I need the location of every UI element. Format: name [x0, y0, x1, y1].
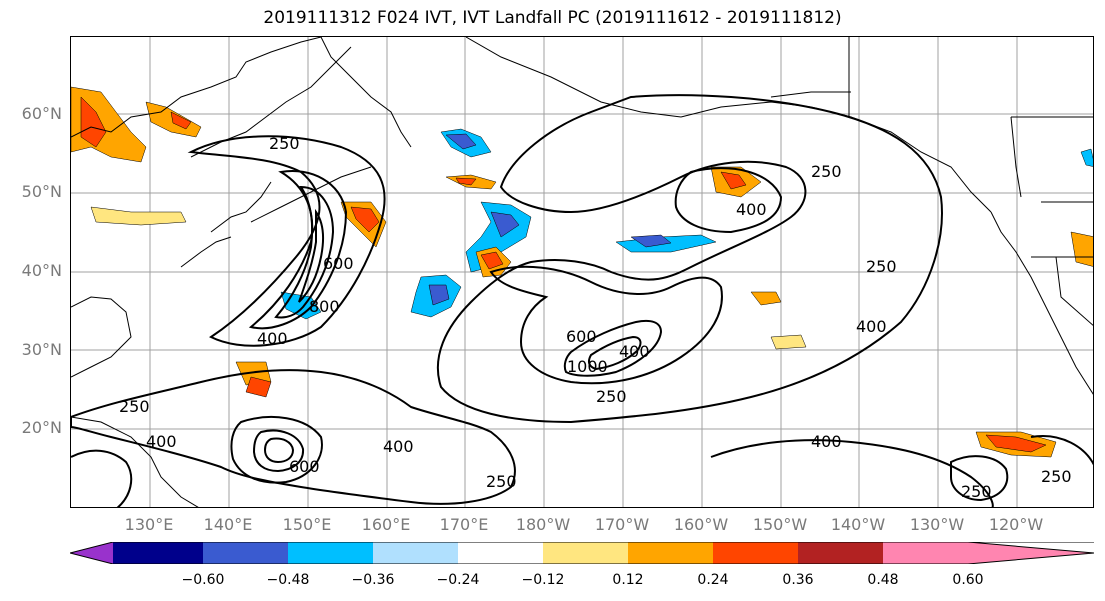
colorbar-segment — [458, 542, 543, 564]
contour-label: 400 — [257, 329, 288, 348]
colorbar-segment — [203, 542, 288, 564]
contour-label: 250 — [1041, 467, 1072, 486]
lat-label-40n: 40°N — [21, 261, 62, 280]
colorbar-segment — [373, 542, 458, 564]
colorbar-tick: −0.60 — [181, 572, 225, 588]
graticule — [71, 37, 1093, 507]
colorbar-tick: 0.12 — [612, 572, 644, 588]
contour-label: 400 — [619, 342, 650, 361]
contour-label: 250 — [866, 257, 897, 276]
lon-label-170w: 170°W — [594, 515, 650, 534]
lon-label-130e: 130°E — [124, 515, 174, 534]
colorbar-segment — [798, 542, 883, 564]
contour-label: 600 — [289, 457, 320, 476]
colorbar-segment — [543, 542, 628, 564]
contour-label: 1000 — [567, 357, 608, 376]
lon-label-120w: 120°W — [988, 515, 1044, 534]
contour-label: 400 — [856, 317, 887, 336]
map-title: 2019111312 F024 IVT, IVT Landfall PC (20… — [263, 8, 842, 28]
colorbar-segment — [628, 542, 713, 564]
lon-label-160e: 160°E — [361, 515, 411, 534]
contour-label-group: 250 250 250 250 250 250 250 250 400 400 … — [119, 134, 1072, 501]
contour-label: 250 — [961, 482, 992, 501]
contour-label: 600 — [566, 327, 597, 346]
contour-label: 250 — [486, 472, 517, 491]
colorbar-tick: 0.60 — [952, 572, 984, 588]
contour-label: 600 — [323, 254, 354, 273]
colorbar-segment — [288, 542, 373, 564]
lat-label-60n: 60°N — [21, 104, 62, 123]
colorbar-tick: 0.36 — [782, 572, 814, 588]
colorbar-extend-high — [968, 542, 1094, 564]
contour-label: 250 — [596, 387, 627, 406]
colorbar — [70, 542, 1094, 564]
lon-label-150w: 150°W — [752, 515, 808, 534]
contour-label: 400 — [383, 437, 414, 456]
colorbar-extend-low — [70, 542, 113, 564]
colorbar-tick: 0.24 — [697, 572, 729, 588]
lon-label-150e: 150°E — [282, 515, 332, 534]
map-panel: 250 250 250 250 250 250 250 250 400 400 … — [70, 36, 1094, 508]
lon-label-170e: 170°E — [439, 515, 489, 534]
ivt-contours — [71, 94, 1093, 507]
map-canvas: 250 250 250 250 250 250 250 250 400 400 … — [71, 37, 1093, 507]
lon-label-180w: 180°W — [515, 515, 571, 534]
colorbar-tick: −0.12 — [521, 572, 565, 588]
lon-label-140w: 140°W — [830, 515, 886, 534]
lon-label-130w: 130°W — [909, 515, 965, 534]
lat-label-20n: 20°N — [21, 418, 62, 437]
contour-label: 800 — [309, 297, 340, 316]
colorbar-segment — [113, 542, 203, 564]
contour-label: 250 — [269, 134, 300, 153]
colorbar-segment — [713, 542, 798, 564]
colorbar-tick: −0.48 — [266, 572, 310, 588]
colorbar-tick: −0.36 — [351, 572, 395, 588]
contour-label: 400 — [811, 432, 842, 451]
colorbar-tick: −0.24 — [436, 572, 480, 588]
contour-label: 400 — [736, 200, 767, 219]
shaded-fields — [71, 86, 1093, 458]
colorbar-tick: 0.48 — [867, 572, 899, 588]
contour-label: 250 — [119, 397, 150, 416]
colorbar-segment — [883, 542, 968, 564]
lon-label-160w: 160°W — [673, 515, 729, 534]
lat-label-50n: 50°N — [21, 182, 62, 201]
lon-label-140e: 140°E — [203, 515, 253, 534]
lat-label-30n: 30°N — [21, 340, 62, 359]
contour-label: 250 — [811, 162, 842, 181]
contour-label: 400 — [146, 432, 177, 451]
